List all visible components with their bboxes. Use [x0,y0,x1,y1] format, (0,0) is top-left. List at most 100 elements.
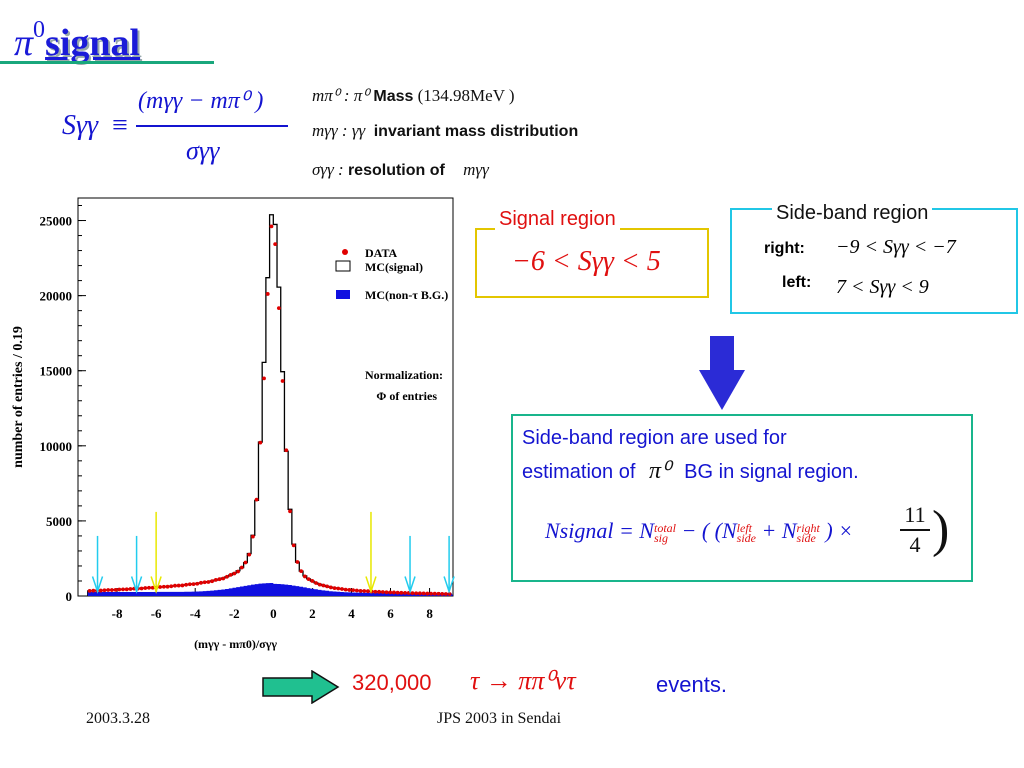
data-point [158,585,163,589]
data-point [384,590,389,595]
sideband-cut-arrow-head [443,576,455,594]
data-point [388,590,393,595]
data-point [113,587,118,592]
data-point [436,591,441,596]
bg-formula-times: ) × [825,518,854,543]
bg-text-line1: Side-band region are used for [522,427,787,449]
histogram-chart: 0 5000 10000 15000 20000 25000 -8 -6 -4 -2 0 2 4 6 8 (m… [11,197,455,651]
x-tick-label: -6 [151,606,162,621]
data-point [239,565,244,570]
data-point [243,560,248,565]
x-tick-label: -8 [112,606,123,621]
data-point [147,585,151,590]
data-point [206,580,211,584]
bg-fraction-den: 4 [909,532,921,557]
bg-formula-middle: − ( (N [681,518,737,543]
def-tail: mγγ [463,160,489,179]
data-point [139,586,144,591]
data-point [161,584,166,589]
data-point [176,583,181,588]
legend-mc-label: MC(signal) [365,260,423,274]
legend-data-marker [342,249,348,255]
data-point [254,497,259,502]
data-point [443,592,448,596]
footer-date: 2003.3.28 [86,710,150,727]
data-point [358,589,363,593]
bg-fraction-num: 11 [904,502,926,527]
data-point [403,590,407,595]
def-symbol: mπ⁰ : π⁰ [312,86,370,105]
data-point [340,587,344,591]
data-point [109,588,114,592]
data-point [284,448,289,453]
data-point [251,534,255,539]
data-point [199,580,203,585]
data-point [373,589,378,594]
data-point [366,589,370,594]
formula-equiv: ≡ [112,110,128,141]
data-point [187,582,192,587]
events-suffix: events. [656,672,727,697]
data-point [328,585,333,590]
fraction-bar [136,125,288,127]
data-point [117,587,122,592]
data-point [362,589,367,593]
legend-mc-marker [335,260,351,272]
data-point [273,242,278,247]
data-point [98,588,103,593]
def-symbol: mγγ : γγ [312,121,366,140]
data-point [392,590,396,595]
signal-cut-arrow-head [150,576,162,594]
data-point [128,587,133,591]
bg-formula-right-sup: right [796,520,820,535]
data-point [217,577,222,582]
legend-data-label: DATA [365,246,398,260]
normalization-body: Φ of entries [376,389,437,403]
sideband-cut-arrow-head [91,576,104,594]
formula-denominator: σγγ [186,136,220,165]
bg-formula-right-sub: side [796,530,816,545]
bg-formula-plus: + N [761,518,797,543]
data-point [269,224,274,229]
y-axis-label: number of entries / 0.19 [11,326,26,468]
data-point [321,583,326,588]
data-point [165,584,170,589]
bg-text-symbol: π⁰ [648,458,671,484]
data-point [410,591,415,596]
data-point [314,581,318,585]
x-tick-label: 4 [348,606,355,621]
data-point [306,577,311,582]
data-point [440,592,445,596]
data-point [302,574,307,579]
def-label: Mass [373,88,414,105]
data-point [336,586,341,591]
signal-cut-arrow-head [365,576,377,594]
y-tick-label: 15000 [40,364,73,379]
def-symbol: σγγ : [312,160,344,179]
data-point [221,576,226,581]
data-point [213,578,218,582]
data-point [276,306,281,311]
bg-text-suffix: BG in signal region. [684,461,859,483]
data-point [414,591,419,596]
data-point [291,543,296,548]
data-point [395,590,400,595]
sideband-left-label: left [782,274,806,291]
data-point [325,584,330,589]
bg-estimation-box [511,414,973,582]
data-point [180,583,185,588]
def-line-pi0-mass: mπ⁰ : π⁰ Mass (134.98MeV ) [312,86,515,106]
formula-lhs: Sγγ [62,110,99,141]
data-point [225,574,229,579]
sideband-right-formula: −9 < Sγγ < −7 [836,236,956,258]
x-tick-label: 2 [309,606,316,621]
x-tick-label: 8 [426,606,433,621]
events-count: 320,000 [352,670,432,695]
title-symbol: π [14,22,34,64]
data-point [228,572,233,577]
down-arrow-icon [699,336,745,410]
data-point [232,571,237,576]
data-point [332,586,337,591]
sideband-region-label: Side-band region [772,202,933,225]
sideband-right-label: right [764,240,800,257]
